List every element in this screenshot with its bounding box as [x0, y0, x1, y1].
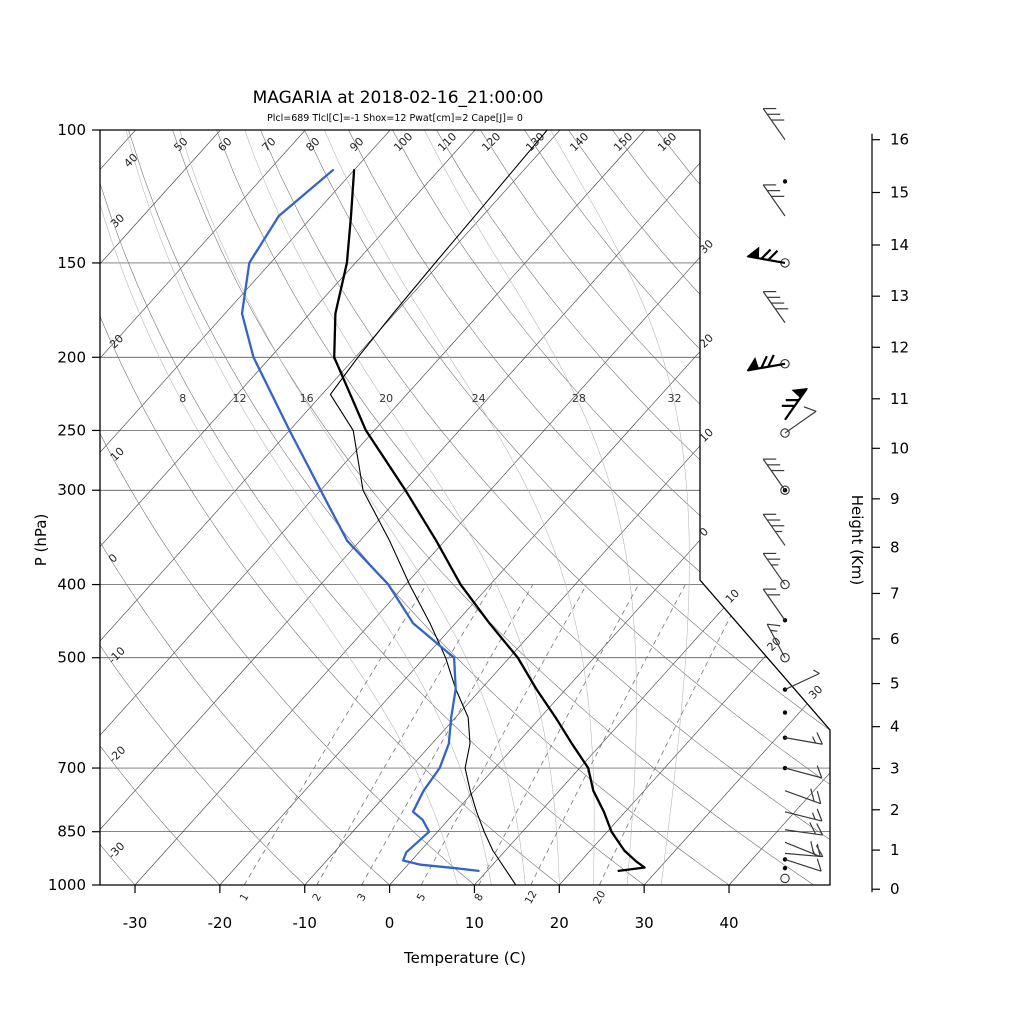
svg-text:10: 10 — [465, 914, 484, 932]
svg-text:400: 400 — [57, 576, 86, 594]
height-axis-label: Height (Km) — [848, 495, 866, 586]
svg-text:10: 10 — [890, 439, 909, 457]
svg-text:160: 160 — [655, 130, 679, 154]
svg-text:1: 1 — [238, 892, 252, 904]
svg-text:13: 13 — [890, 287, 909, 305]
svg-text:10: 10 — [723, 587, 742, 606]
chart-title: MAGARIA at 2018-02-16_21:00:00 — [253, 88, 544, 108]
svg-text:-20: -20 — [106, 744, 128, 766]
sounding-profiles — [240, 130, 646, 885]
svg-text:8: 8 — [890, 538, 900, 556]
svg-text:5: 5 — [890, 675, 900, 693]
svg-text:10: 10 — [108, 445, 127, 464]
svg-text:16: 16 — [890, 131, 909, 149]
svg-text:0: 0 — [106, 551, 120, 565]
svg-text:11: 11 — [890, 390, 909, 408]
svg-text:700: 700 — [57, 759, 86, 777]
svg-text:50: 50 — [171, 135, 190, 154]
svg-text:30: 30 — [635, 914, 654, 932]
svg-text:110: 110 — [435, 130, 459, 154]
svg-text:2: 2 — [890, 801, 900, 819]
svg-text:0: 0 — [890, 880, 900, 898]
svg-text:40: 40 — [719, 914, 738, 932]
background-grid — [100, 130, 830, 885]
svg-text:3: 3 — [890, 760, 900, 778]
svg-text:4: 4 — [890, 718, 900, 736]
svg-text:15: 15 — [890, 184, 909, 202]
temperature-line — [333, 168, 646, 873]
svg-text:-10: -10 — [106, 644, 128, 666]
pressure-axis-label: P (hPa) — [32, 514, 50, 567]
svg-text:20: 20 — [591, 889, 608, 907]
svg-text:2: 2 — [310, 892, 324, 904]
svg-text:90: 90 — [347, 135, 366, 154]
parcel-line — [329, 130, 548, 885]
svg-text:12: 12 — [523, 889, 540, 907]
params-line: Plcl=689 Tlcl[C]=-1 Shox=12 Pwat[cm]=2 C… — [267, 113, 523, 124]
svg-text:300: 300 — [57, 481, 86, 499]
svg-text:20: 20 — [107, 332, 126, 351]
svg-text:24: 24 — [472, 392, 486, 405]
svg-text:850: 850 — [57, 823, 86, 841]
dewpoint-line — [240, 168, 480, 873]
svg-text:8: 8 — [179, 392, 186, 405]
plot-boundary — [99, 129, 831, 886]
svg-text:250: 250 — [57, 421, 86, 439]
svg-text:100: 100 — [391, 130, 415, 154]
svg-text:1000: 1000 — [48, 876, 86, 894]
svg-text:20: 20 — [550, 914, 569, 932]
svg-text:20: 20 — [379, 392, 393, 405]
svg-text:30: 30 — [806, 683, 825, 702]
wind-barbs — [746, 107, 824, 884]
svg-text:-20: -20 — [208, 914, 233, 932]
svg-text:1: 1 — [890, 841, 900, 859]
temperature-axis-label: Temperature (C) — [403, 949, 526, 967]
svg-text:28: 28 — [572, 392, 586, 405]
svg-text:8: 8 — [472, 892, 486, 904]
svg-text:5: 5 — [415, 892, 429, 904]
svg-text:12: 12 — [233, 392, 247, 405]
svg-text:70: 70 — [259, 135, 278, 154]
svg-text:100: 100 — [57, 121, 86, 139]
svg-text:14: 14 — [890, 236, 909, 254]
svg-text:6: 6 — [890, 630, 900, 648]
svg-text:3: 3 — [355, 892, 369, 904]
svg-text:32: 32 — [668, 392, 682, 405]
svg-text:30: 30 — [108, 211, 127, 230]
svg-text:-30: -30 — [123, 914, 148, 932]
svg-text:500: 500 — [57, 649, 86, 667]
svg-text:7: 7 — [890, 584, 900, 602]
svg-text:200: 200 — [57, 348, 86, 366]
svg-text:40: 40 — [121, 151, 140, 170]
svg-text:80: 80 — [303, 135, 322, 154]
svg-text:12: 12 — [890, 338, 909, 356]
svg-text:0: 0 — [697, 525, 711, 539]
svg-text:9: 9 — [890, 490, 900, 508]
svg-text:0: 0 — [385, 914, 395, 932]
svg-text:-10: -10 — [292, 914, 317, 932]
svg-text:150: 150 — [57, 254, 86, 272]
svg-text:16: 16 — [300, 392, 314, 405]
svg-text:-30: -30 — [106, 840, 128, 862]
svg-text:60: 60 — [215, 135, 234, 154]
